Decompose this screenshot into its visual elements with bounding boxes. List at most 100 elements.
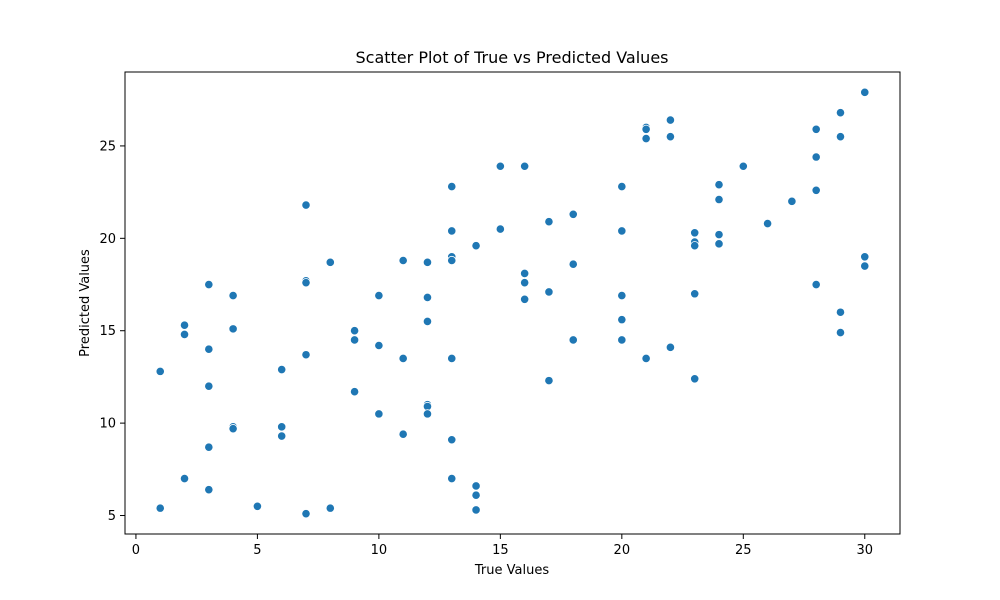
data-point xyxy=(252,501,263,511)
data-point xyxy=(471,505,481,515)
data-point xyxy=(155,366,165,376)
data-point xyxy=(714,194,724,205)
data-point xyxy=(349,387,360,397)
chart-title: Scatter Plot of True vs Predicted Values xyxy=(356,48,669,67)
data-point xyxy=(398,255,408,266)
data-point xyxy=(714,180,724,190)
data-point xyxy=(447,353,457,364)
data-point xyxy=(374,409,384,419)
data-point xyxy=(349,326,360,336)
data-point xyxy=(374,291,384,301)
data-point xyxy=(422,316,433,327)
x-tick-label: 15 xyxy=(492,543,509,558)
data-point xyxy=(568,335,578,345)
data-point xyxy=(860,87,870,97)
data-point xyxy=(325,257,335,267)
data-point xyxy=(447,435,457,445)
x-tick-label: 5 xyxy=(253,543,261,558)
data-point xyxy=(301,278,311,288)
data-point xyxy=(811,124,821,134)
data-point xyxy=(447,181,457,192)
data-point xyxy=(301,509,311,519)
data-point xyxy=(811,279,821,290)
data-point xyxy=(422,409,433,419)
data-point xyxy=(447,255,457,266)
data-point xyxy=(690,289,700,299)
data-point xyxy=(762,218,773,229)
data-point xyxy=(738,161,748,171)
data-point xyxy=(690,374,700,384)
data-point xyxy=(471,490,481,500)
data-point xyxy=(301,350,311,360)
y-axis-label-group: Predicted Values xyxy=(78,249,93,357)
data-point xyxy=(544,217,554,227)
data-point xyxy=(665,342,676,352)
y-axis-label: Predicted Values xyxy=(78,249,93,357)
data-point xyxy=(495,224,505,234)
data-point xyxy=(398,429,408,439)
data-point xyxy=(179,329,190,340)
data-point xyxy=(617,315,627,325)
data-point xyxy=(665,132,676,142)
data-point xyxy=(835,132,846,142)
data-point xyxy=(835,307,846,317)
data-point xyxy=(179,473,190,484)
data-point xyxy=(349,335,360,345)
plot-frame xyxy=(124,71,901,535)
data-point xyxy=(471,481,481,491)
data-point xyxy=(204,381,214,391)
data-point xyxy=(277,431,287,441)
x-tick-label: 10 xyxy=(371,543,388,558)
y-tick-label: 25 xyxy=(99,139,116,154)
data-point xyxy=(471,241,481,251)
data-point xyxy=(714,230,724,240)
x-tick-label: 30 xyxy=(856,543,873,558)
data-point xyxy=(447,473,457,484)
data-point xyxy=(228,291,238,301)
data-point xyxy=(568,209,578,219)
data-point xyxy=(641,133,651,144)
data-point xyxy=(520,161,530,171)
axis-ticks: 0 5 10 15 20 25 30 5 10 15 20 25 xyxy=(99,139,873,558)
data-point xyxy=(617,226,627,236)
data-point xyxy=(155,503,165,513)
y-tick-label: 5 xyxy=(108,509,116,524)
data-point xyxy=(277,422,287,432)
data-point xyxy=(204,279,214,290)
data-point xyxy=(617,291,627,301)
data-point xyxy=(641,353,651,364)
data-point xyxy=(374,340,384,351)
data-point xyxy=(422,257,433,267)
data-point xyxy=(860,261,870,271)
data-point xyxy=(714,239,724,249)
data-point xyxy=(835,108,846,118)
data-point xyxy=(690,241,700,251)
y-tick-label: 10 xyxy=(99,417,116,432)
data-point xyxy=(544,287,554,297)
y-tick-label: 15 xyxy=(99,324,116,339)
data-point xyxy=(301,200,311,210)
data-point xyxy=(204,344,214,354)
data-point xyxy=(665,115,676,125)
data-point xyxy=(544,376,554,386)
data-point xyxy=(617,181,627,192)
data-point xyxy=(325,503,335,513)
x-axis-label: True Values xyxy=(474,563,549,578)
data-point xyxy=(641,124,651,134)
data-point xyxy=(447,226,457,236)
data-point xyxy=(617,335,627,345)
data-point xyxy=(787,196,797,206)
data-point xyxy=(811,152,821,162)
data-point xyxy=(520,294,530,304)
data-point xyxy=(860,252,870,262)
x-tick-label: 25 xyxy=(735,543,752,558)
data-point xyxy=(277,364,287,375)
data-point xyxy=(690,228,700,238)
y-tick-label: 20 xyxy=(99,232,116,247)
x-tick-label: 20 xyxy=(614,543,631,558)
data-point xyxy=(228,424,238,434)
data-point xyxy=(398,353,408,364)
data-point xyxy=(495,161,505,171)
